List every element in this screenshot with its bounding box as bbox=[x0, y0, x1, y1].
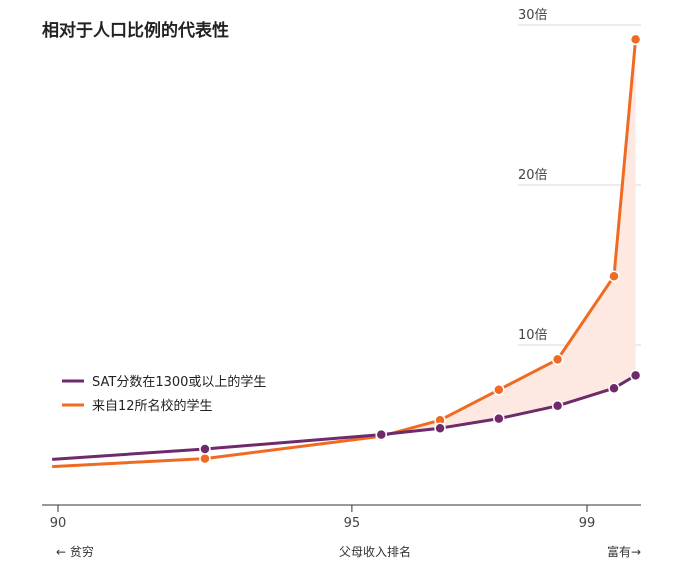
legend-label-sat: SAT分数在1300或以上的学生 bbox=[92, 374, 266, 390]
x-right-label: 富有→ bbox=[607, 544, 641, 559]
series-points bbox=[199, 33, 642, 465]
data-point-0 bbox=[375, 428, 388, 441]
data-point-0 bbox=[608, 382, 620, 394]
data-point-0 bbox=[551, 400, 564, 412]
data-point-1 bbox=[608, 270, 620, 282]
gap-fill-area bbox=[381, 39, 636, 437]
data-point-0 bbox=[434, 422, 446, 434]
x-axis-title: 父母收入排名 bbox=[339, 544, 411, 559]
legend-label-elite: 来自12所名校的学生 bbox=[92, 398, 213, 414]
legend: SAT分数在1300或以上的学生 来自12所名校的学生 bbox=[62, 374, 266, 414]
data-point-1 bbox=[493, 384, 505, 396]
series-line-1 bbox=[52, 39, 638, 469]
series-line-0 bbox=[52, 374, 637, 461]
data-point-1 bbox=[199, 452, 211, 465]
data-point-1 bbox=[629, 33, 642, 46]
x-axis-ticks: 90 95 99 bbox=[50, 505, 596, 531]
series-lines bbox=[52, 39, 638, 469]
y-tick-label: 10倍 bbox=[518, 328, 548, 343]
x-left-label: ← 贫穷 bbox=[56, 544, 94, 559]
x-tick-label: 95 bbox=[344, 516, 361, 531]
y-tick-label: 20倍 bbox=[518, 168, 548, 183]
data-point-0 bbox=[629, 369, 642, 382]
y-tick-label: 30倍 bbox=[518, 8, 548, 23]
data-point-0 bbox=[493, 412, 505, 425]
x-tick-label: 90 bbox=[50, 516, 67, 531]
data-point-0 bbox=[199, 443, 211, 455]
data-point-1 bbox=[551, 353, 564, 366]
y-axis-ticks: 10倍 20倍 30倍 bbox=[518, 8, 548, 343]
x-tick-label: 99 bbox=[579, 516, 596, 531]
chart-title: 相对于人口比例的代表性 bbox=[42, 20, 229, 41]
